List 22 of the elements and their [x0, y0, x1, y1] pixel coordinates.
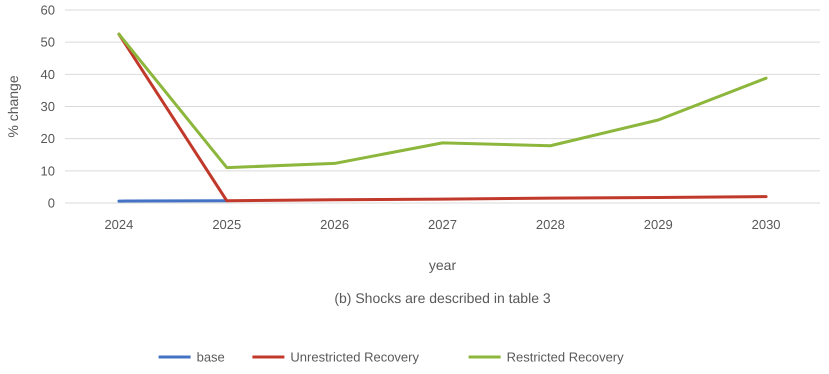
- legend-label: Restricted Recovery: [506, 350, 624, 365]
- x-tick-label: 2024: [104, 217, 134, 232]
- y-tick-label: 0: [48, 196, 55, 211]
- text: (b) Shocks are described in table 3: [334, 290, 551, 306]
- y-tick-label: 40: [40, 66, 55, 82]
- x-tick-label: 2030: [752, 217, 781, 232]
- legend-label: base: [196, 350, 225, 365]
- x-tick-label: 2029: [644, 217, 673, 232]
- x-tick-label: 2027: [428, 217, 457, 232]
- line-series: [117, 32, 768, 170]
- y-axis-title: % change: [5, 75, 21, 138]
- y-tick-label: 20: [40, 131, 55, 146]
- x-tick-label: 2028: [536, 217, 565, 232]
- line-series: [117, 32, 768, 202]
- y-tick-label: 10: [40, 163, 55, 178]
- y-tick-label: 30: [40, 99, 55, 114]
- x-tick-label: 2025: [212, 217, 242, 232]
- y-tick-label: 50: [40, 34, 55, 50]
- legend-label: Unrestricted Recovery: [290, 350, 420, 365]
- y-tick-label: 60: [40, 2, 55, 18]
- x-tick-label: 2026: [320, 217, 350, 232]
- x-axis-title: year: [428, 257, 456, 273]
